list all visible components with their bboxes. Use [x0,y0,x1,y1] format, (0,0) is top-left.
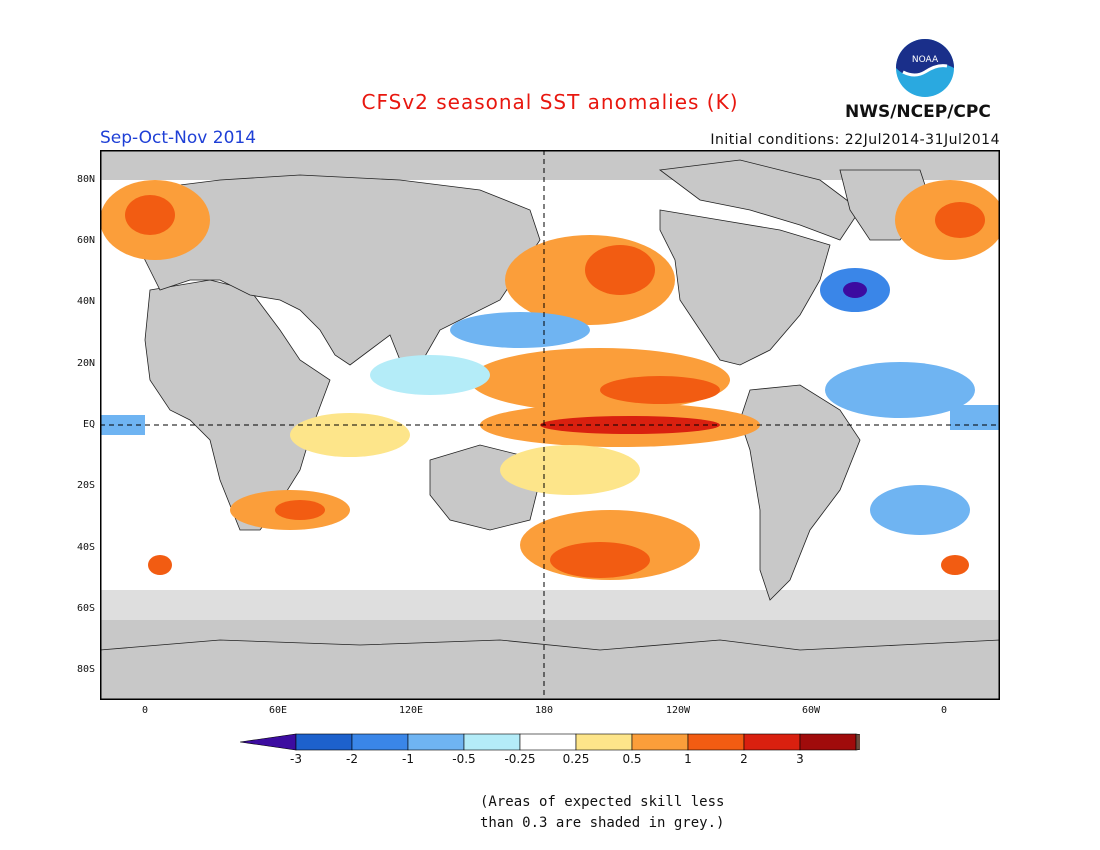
south-pacific-yellow [500,445,640,495]
lon-label: 120E [398,705,424,716]
south-atlantic-warm-spot [941,555,969,575]
south-pacific-warm-core [550,542,650,578]
colorbar-label: -1 [402,752,414,766]
colorbar-label: 2 [740,752,748,766]
skill-note-line1: (Areas of expected skill less [480,794,725,810]
nordic-seas-core [125,195,175,235]
colorbar-label: -0.5 [452,752,476,766]
map-canvas [100,150,1000,700]
south-atlantic-cool [870,485,970,535]
colorbar-label: 0.5 [622,752,642,766]
lat-label: 80S [76,664,95,675]
north-atlantic-coldcore [843,282,867,298]
lat-label: 80N [76,174,95,185]
nep-warm-core [600,376,720,404]
colorbar-arrow-low [240,733,297,751]
lon-label: 180 [534,705,554,716]
map-border [100,150,1000,700]
colorbar-segment [407,733,465,751]
south-africa-warm-spot [148,555,172,575]
lat-label: 20S [76,480,95,491]
lon-label: 60W [801,705,821,716]
colorbar-label: -2 [346,752,358,766]
antarctica [100,639,1000,700]
map-title: CFSv2 seasonal SST anomalies (K) [361,90,739,114]
lat-label: 20N [76,358,95,369]
lat-label: 40S [76,542,95,553]
colorbar-label: 3 [796,752,804,766]
skill-note-line2: than 0.3 are shaded in grey.) [480,815,725,831]
indian-yellow [290,413,410,457]
lon-label: 0 [141,705,149,716]
colorbar-label: 0.25 [562,752,590,766]
colorbar-arrow-high [855,733,860,751]
colorbar-label: -0.25 [504,752,536,766]
lat-label: 60S [76,603,95,614]
initial-conditions-label: Initial conditions: 22Jul2014-31Jul2014 [710,132,1000,148]
sst-anomaly-map [100,150,1000,700]
south-america [739,384,861,601]
anomaly-patches [100,180,1000,580]
labrador-sea-core [935,202,985,238]
lat-label: 60N [76,235,95,246]
colorbar-segment [519,733,577,751]
colorbar-label: 1 [684,752,692,766]
colorbar-segment [351,733,409,751]
eq-pacific-hot [540,416,720,434]
colorbar-segment [687,733,745,751]
lat-label: EQ [82,419,95,430]
eurasia [139,174,541,366]
season-label: Sep-Oct-Nov 2014 [100,128,257,148]
skill-note: (Areas of expected skill less than 0.3 a… [480,792,724,834]
lon-label: 60E [268,705,288,716]
logo-text: NOAA [912,55,939,65]
colorbar-segment [295,733,353,751]
noaa-logo: NOAA [896,39,954,97]
ne-pacific-blob-core [585,245,655,295]
nw-pacific-cool [450,312,590,348]
north-america-arctic [658,159,861,241]
north-america [659,209,831,366]
lon-label: 0 [940,705,948,716]
colorbar-segment [799,733,857,751]
southern-ocean-mask [100,590,1000,620]
trop-atlantic-cool [825,362,975,418]
colorbar-segment [463,733,521,751]
lat-label: 40N [76,296,95,307]
lon-label: 120W [665,705,691,716]
colorbar-segment [743,733,801,751]
colorbar-segment [631,733,689,751]
landmasses [100,159,1000,700]
color-scale-bar [240,733,860,751]
south-indian-core [275,500,325,520]
colorbar-label: -3 [290,752,302,766]
agency-label: NWS/NCEP/CPC [845,102,991,122]
east-atlantic-cool [950,405,1000,430]
colorbar-segment [575,733,633,751]
west-pacific-cool [370,355,490,395]
